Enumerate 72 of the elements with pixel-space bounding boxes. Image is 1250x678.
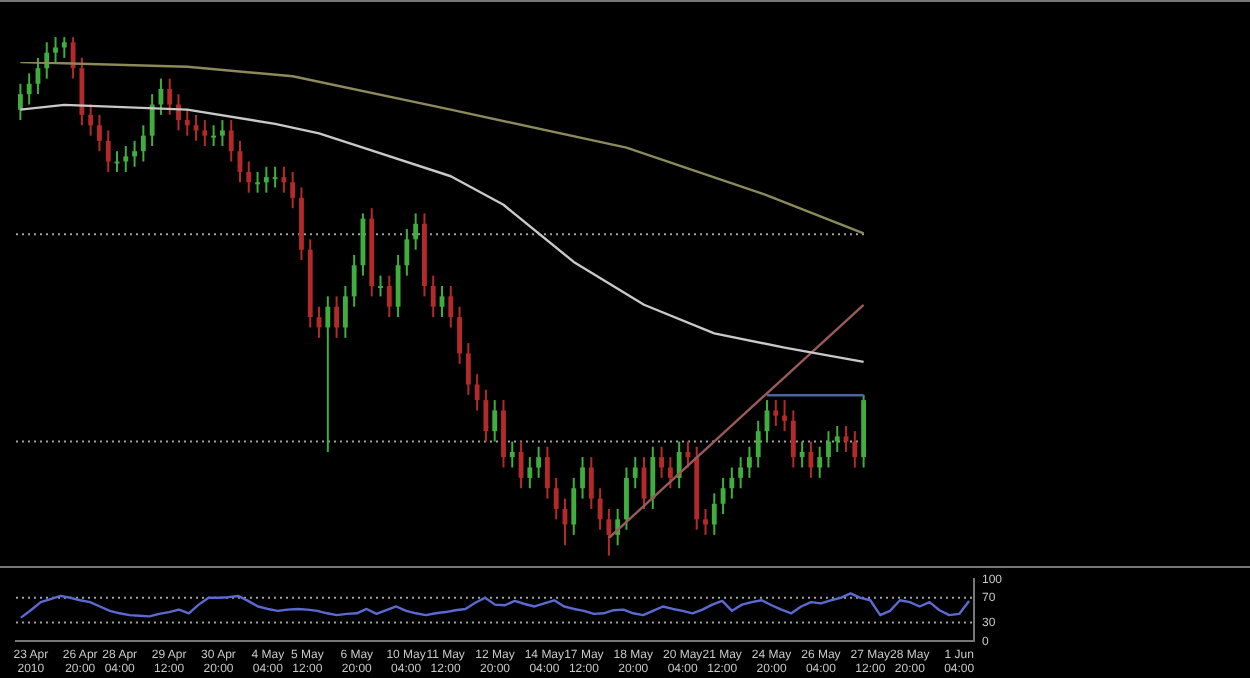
- candlestick: [140, 124, 146, 163]
- candlestick: [53, 36, 58, 65]
- candlestick: [650, 445, 656, 510]
- candlestick: [228, 119, 234, 163]
- candlestick: [457, 305, 462, 365]
- candlestick: [536, 445, 542, 479]
- candlestick: [474, 373, 480, 412]
- candlestick: [597, 487, 603, 531]
- candlestick: [386, 274, 392, 319]
- candlestick: [246, 160, 252, 194]
- candlestick: [738, 456, 744, 490]
- candlestick: [527, 456, 533, 490]
- candlestick: [790, 409, 796, 469]
- candlestick: [773, 399, 779, 427]
- candlestick: [632, 456, 638, 490]
- candlestick: [711, 492, 717, 536]
- candlestick: [97, 113, 102, 153]
- candlestick: [799, 440, 805, 469]
- candlestick: [342, 285, 348, 339]
- candlestick: [79, 56, 85, 127]
- candlestick: [852, 430, 858, 469]
- candlestick: [272, 165, 278, 189]
- candlestick: [351, 253, 357, 308]
- candlestick: [826, 430, 831, 469]
- candlestick: [211, 124, 217, 147]
- candlestick: [88, 103, 94, 137]
- candlestick: [448, 285, 454, 329]
- candlestick: [132, 139, 137, 168]
- candlestick: [220, 119, 225, 147]
- candlestick: [747, 445, 752, 479]
- candlestick: [281, 165, 287, 194]
- candlestick: [61, 36, 67, 59]
- candlestick: [817, 445, 823, 479]
- candlestick: [465, 342, 471, 396]
- candlestick: [808, 440, 814, 479]
- candlestick: [184, 108, 190, 137]
- candlestick: [509, 440, 515, 469]
- candlestick: [703, 507, 708, 536]
- candlestick: [26, 72, 32, 106]
- candlestick: [624, 466, 629, 531]
- candlestick: [378, 274, 383, 298]
- candlestick: [729, 466, 735, 500]
- candlestick: [123, 145, 129, 173]
- candlestick: [782, 399, 787, 433]
- candlestick: [70, 36, 76, 80]
- candlestick: [325, 295, 331, 453]
- candlestick: [404, 227, 410, 277]
- candlestick: [17, 82, 23, 122]
- candlestick: [255, 170, 260, 194]
- candlestick: [676, 440, 682, 490]
- candlestick: [334, 295, 340, 339]
- candlestick: [149, 93, 155, 147]
- candlestick: [588, 456, 594, 510]
- candlestick: [571, 476, 577, 536]
- candlestick: [667, 456, 673, 490]
- candlestick: [105, 129, 111, 173]
- candlestick: [544, 445, 550, 500]
- candlestick: [755, 419, 761, 469]
- candlestick: [834, 425, 840, 453]
- candlestick: [430, 274, 436, 319]
- candlestick: [202, 119, 208, 147]
- candlestick: [290, 170, 296, 210]
- candlestick: [580, 456, 585, 500]
- candlestick: [843, 425, 849, 453]
- candlestick: [501, 399, 506, 469]
- candlestick: [553, 476, 559, 521]
- candlestick: [263, 165, 269, 194]
- candlestick: [606, 507, 612, 557]
- candlestick: [413, 212, 419, 251]
- candlestick: [167, 77, 173, 116]
- candlestick: [492, 399, 498, 443]
- candlestick: [659, 445, 664, 479]
